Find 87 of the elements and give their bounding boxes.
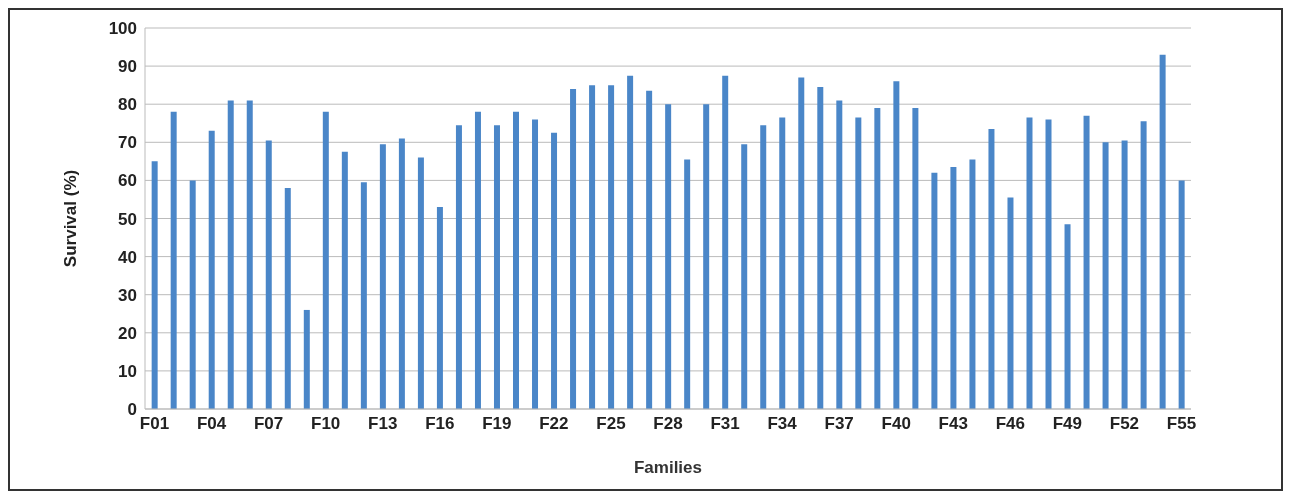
bar <box>1121 140 1128 409</box>
bar <box>417 157 424 409</box>
bar <box>874 108 881 409</box>
bar <box>436 207 443 409</box>
bar <box>151 161 158 409</box>
x-tick-label: F37 <box>824 414 854 434</box>
y-tick-label: 100 <box>108 19 137 39</box>
bar <box>684 159 691 409</box>
bar <box>912 108 919 409</box>
x-tick-label: F28 <box>653 414 683 434</box>
bar <box>493 125 500 409</box>
bar <box>1045 119 1052 409</box>
x-tick-label: F25 <box>596 414 626 434</box>
y-tick-label: 50 <box>118 209 137 229</box>
bar <box>208 130 215 409</box>
bar <box>532 119 539 409</box>
bar <box>608 85 615 409</box>
bar <box>170 111 177 409</box>
bar <box>646 90 653 409</box>
x-tick-label: F52 <box>1109 414 1140 434</box>
bar <box>341 151 348 409</box>
bar <box>836 100 843 409</box>
bar <box>779 117 786 409</box>
x-tick-label: F19 <box>482 414 512 434</box>
bar <box>284 188 291 409</box>
bar <box>665 104 672 409</box>
y-tick-label: 20 <box>118 323 137 343</box>
x-tick-label: F16 <box>425 414 455 434</box>
x-axis-title: Families <box>633 458 703 477</box>
y-tick-label: 30 <box>118 285 137 305</box>
y-tick-label: 70 <box>118 133 137 153</box>
bar <box>551 132 558 409</box>
bar <box>474 111 481 409</box>
x-tick-label: F31 <box>710 414 740 434</box>
bar <box>360 182 367 409</box>
bar <box>741 144 748 409</box>
bar <box>227 100 234 409</box>
x-tick-label: F49 <box>1052 414 1083 434</box>
bar <box>379 144 386 409</box>
bar <box>817 87 824 409</box>
bar <box>1102 142 1109 409</box>
bar <box>855 117 862 409</box>
bar <box>1159 54 1166 409</box>
x-tick-label: F04 <box>196 414 227 434</box>
bar <box>1026 117 1033 409</box>
y-tick-label: 60 <box>118 171 137 191</box>
bar <box>893 81 900 409</box>
bar <box>722 75 729 409</box>
bar <box>1083 115 1090 409</box>
bar <box>931 172 938 409</box>
x-tick-label: F22 <box>539 414 569 434</box>
bar <box>950 167 957 409</box>
bar <box>322 111 329 409</box>
y-tick-label: 90 <box>118 57 137 77</box>
bar <box>398 138 405 409</box>
x-tick-label: F40 <box>881 414 911 434</box>
x-tick-label: F01 <box>139 414 170 434</box>
y-tick-label: 0 <box>127 400 137 420</box>
bar <box>627 75 634 409</box>
y-axis-title: Survival (%) <box>61 169 81 268</box>
x-tick-label: F07 <box>253 414 284 434</box>
bar <box>303 309 310 409</box>
x-tick-label: F46 <box>995 414 1025 434</box>
bar <box>455 125 462 409</box>
bar <box>798 77 805 409</box>
bar <box>570 88 577 409</box>
x-tick-label: F34 <box>767 414 798 434</box>
bar <box>760 125 767 409</box>
bar <box>1140 121 1147 409</box>
bar <box>189 180 196 409</box>
x-tick-label: F13 <box>368 414 398 434</box>
bar <box>589 85 596 409</box>
bar <box>265 140 272 409</box>
x-tick-label: F55 <box>1166 414 1197 434</box>
y-tick-label: 80 <box>118 95 137 115</box>
bar <box>246 100 253 409</box>
bar <box>703 104 710 409</box>
bar <box>1178 180 1185 409</box>
bar <box>988 128 995 409</box>
bar <box>1064 224 1071 409</box>
bar <box>1007 197 1014 409</box>
x-tick-label: F43 <box>938 414 968 434</box>
y-tick-label: 10 <box>118 361 137 381</box>
bar <box>969 159 976 409</box>
y-tick-label: 40 <box>118 247 137 267</box>
bar <box>513 111 519 409</box>
x-tick-label: F10 <box>311 414 341 434</box>
